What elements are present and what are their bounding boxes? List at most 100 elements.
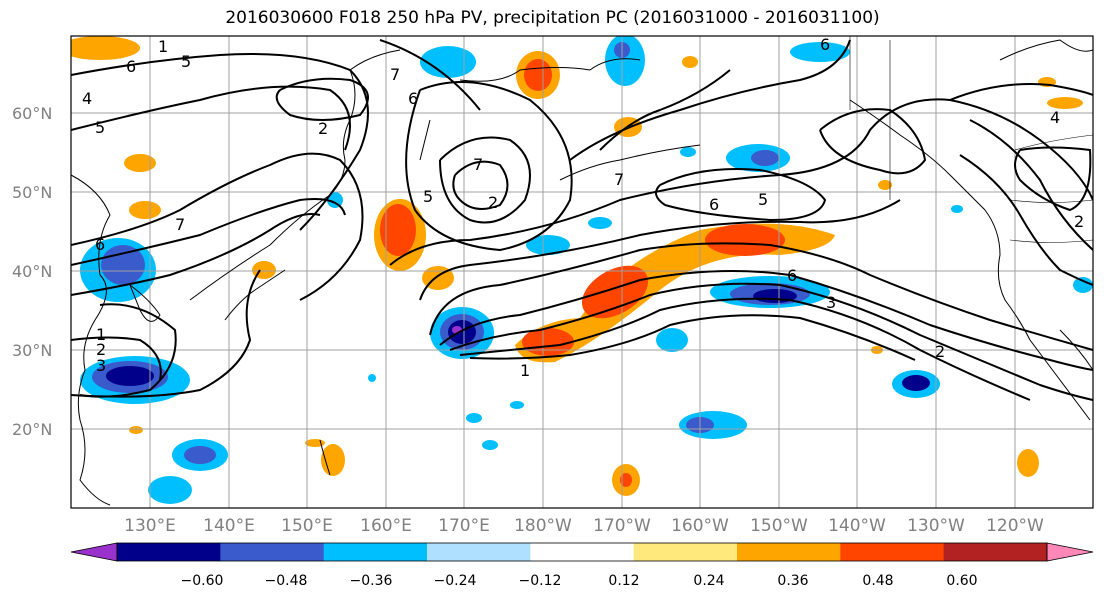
precip-blob	[184, 446, 216, 464]
coastlines	[71, 36, 1093, 506]
contour-label: 2	[488, 193, 498, 212]
contour-label: 6	[820, 35, 830, 54]
colorbar-ticks: −0.60 −0.48 −0.36 −0.24 −0.12 0.12 0.24 …	[181, 573, 978, 589]
graticule	[71, 36, 1093, 508]
precip-blob	[680, 147, 696, 157]
precip-blob	[522, 328, 574, 356]
colorbar-segment	[220, 543, 325, 561]
colorbar-arrow-right	[1046, 542, 1094, 562]
precip-blob	[581, 265, 649, 319]
contour-label: 2	[1074, 212, 1084, 231]
contour-label: 2	[96, 340, 106, 359]
precip-blob	[524, 59, 552, 91]
precip-blob	[515, 223, 835, 363]
lon-label: 140°E	[203, 516, 255, 536]
precip-blob	[482, 440, 498, 450]
precip-blob	[705, 224, 785, 256]
lat-label: 20°N	[12, 420, 52, 439]
contour-label: 5	[95, 118, 105, 137]
lon-label: 160°W	[671, 516, 729, 536]
precip-blob	[106, 366, 154, 386]
contour-label: 2	[935, 342, 945, 361]
contour-label: 3	[96, 356, 106, 375]
precip-blob	[448, 320, 476, 344]
colorbar-tick: −0.60	[181, 573, 224, 589]
precip-blob	[148, 476, 192, 504]
precip-blob	[129, 426, 143, 434]
map-border	[70, 35, 1094, 509]
precip-blob	[368, 374, 376, 382]
colorbar-tick: −0.12	[519, 573, 562, 589]
contour-label: 6	[408, 89, 418, 108]
precip-blob	[902, 375, 930, 391]
precip-blob	[878, 180, 892, 190]
map-title: 2016030600 F018 250 hPa PV, precipitatio…	[225, 8, 880, 28]
precip-blob	[526, 235, 570, 255]
contour-label-group: 6 5 1 7 4 2 6 7 5 2 6 5 7 2 1 3 2 6 7 5 …	[82, 35, 1084, 380]
contour-label: 5	[758, 190, 768, 209]
precip-blob	[101, 245, 145, 285]
contour-label: 1	[520, 361, 530, 380]
precip-blob	[380, 204, 416, 256]
lon-label: 170°E	[438, 516, 490, 536]
precip-blob	[751, 150, 779, 166]
colorbar-tick: −0.48	[265, 573, 308, 589]
colorbar-tick: −0.24	[434, 573, 477, 589]
colorbar-tick: 0.12	[608, 573, 639, 589]
contour-label: 4	[1050, 108, 1060, 127]
contour-label: 4	[82, 89, 92, 108]
contour-label: 6	[95, 235, 105, 254]
longitude-labels: 130°E 140°E 150°E 160°E 170°E 180°W 170°…	[124, 516, 1044, 536]
precip-blob	[510, 401, 524, 409]
lon-label: 130°W	[907, 516, 965, 536]
colorbar-tick: 0.36	[777, 573, 808, 589]
precip-blob	[620, 473, 632, 487]
contour-label: 6	[709, 195, 719, 214]
lon-label: 140°W	[828, 516, 886, 536]
lon-label: 120°W	[986, 516, 1044, 536]
contour-label: 7	[175, 215, 185, 234]
lon-label: 130°E	[124, 516, 176, 536]
contour-label: 6	[126, 57, 136, 76]
colorbar-tick: 0.48	[862, 573, 893, 589]
precip-blob	[71, 36, 140, 60]
colorbar-segment	[840, 543, 945, 561]
precip-blob	[588, 217, 612, 229]
lon-label: 150°W	[750, 516, 808, 536]
colorbar-segment	[117, 543, 221, 561]
lat-label: 40°N	[12, 262, 52, 281]
lon-label: 170°W	[593, 516, 651, 536]
precip-blob	[305, 439, 325, 447]
colorbar-segment	[427, 543, 531, 561]
contour-label: 7	[614, 170, 624, 189]
contour-label: 3	[826, 293, 836, 312]
contour-label: 5	[181, 52, 191, 71]
precip-blob	[420, 46, 476, 78]
colorbar-outline	[116, 542, 1048, 562]
colorbar: −0.60 −0.48 −0.36 −0.24 −0.12 0.12 0.24 …	[70, 542, 1094, 589]
precip-blob	[466, 413, 482, 423]
lon-label: 180°W	[514, 516, 572, 536]
latitude-labels: 60°N 50°N 40°N 30°N 20°N	[12, 104, 52, 439]
precip-blob	[1017, 449, 1039, 477]
colorbar-segment	[633, 543, 738, 561]
contour-label: 1	[158, 37, 168, 56]
colorbar-segment	[530, 543, 635, 561]
contour-label: 2	[318, 119, 328, 138]
precip-blob	[656, 328, 688, 352]
contour-label: 5	[423, 187, 433, 206]
precip-blob	[790, 42, 850, 62]
precip-blob	[327, 192, 343, 208]
precip-blob	[1047, 97, 1083, 109]
map-content: 6 5 1 7 4 2 6 7 5 2 6 5 7 2 1 3 2 6 7 5 …	[71, 35, 1093, 508]
colorbar-arrow-left	[70, 542, 118, 562]
lat-label: 60°N	[12, 104, 52, 123]
contour-label: 7	[473, 155, 483, 174]
contour-label: 7	[390, 65, 400, 84]
colorbar-tick: 0.60	[946, 573, 977, 589]
colorbar-segments	[117, 543, 1048, 561]
colorbar-segment	[943, 543, 1048, 561]
lon-label: 160°E	[360, 516, 412, 536]
lat-label: 30°N	[12, 341, 52, 360]
